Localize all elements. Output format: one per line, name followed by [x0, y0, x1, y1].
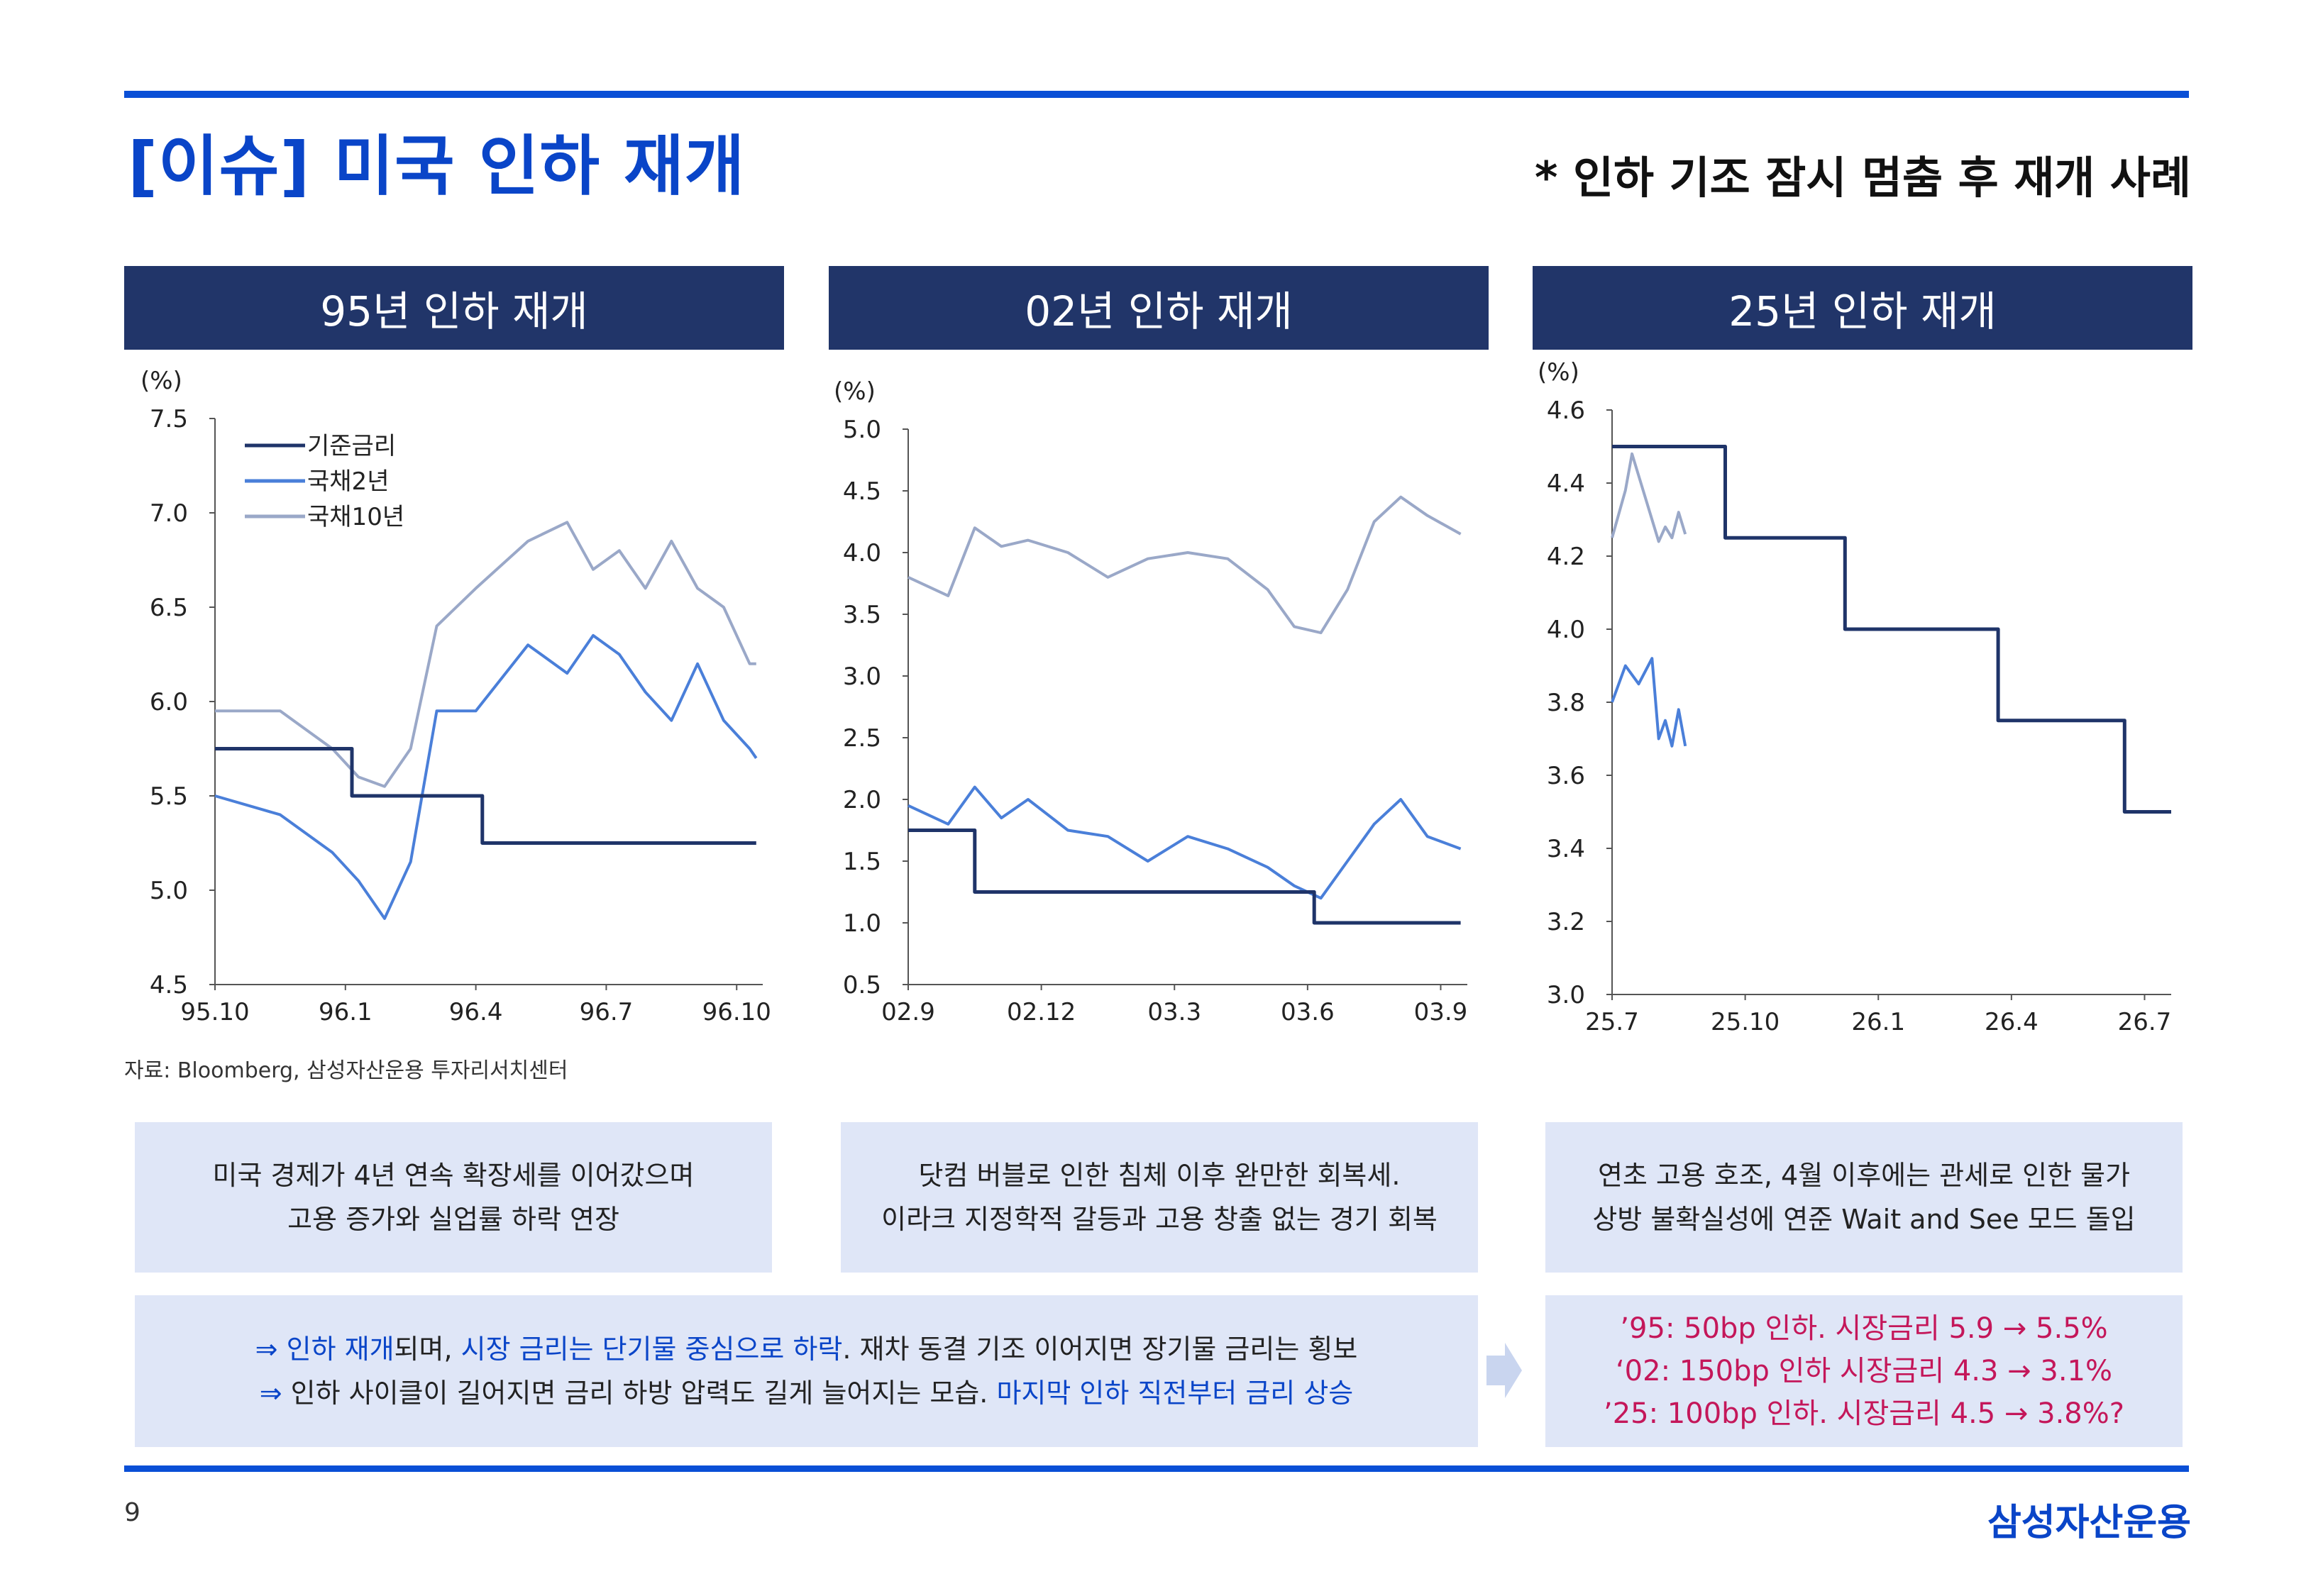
summary-line: ’95: 50bp 인하. 시장금리 5.9 → 5.5% — [1620, 1312, 2108, 1345]
highlight-text: 마지막 인하 직전부터 금리 상승 — [996, 1378, 1354, 1409]
x-tick-label: 02.9 — [881, 998, 935, 1026]
legend-label: 기준금리 — [307, 432, 396, 460]
plain-text: . 재차 동결 기조 이어지면 장기물 금리는 횡보 — [842, 1334, 1358, 1365]
x-tick-label: 03.9 — [1414, 998, 1468, 1026]
panel-heading-1995: 95년 인하 재개 — [124, 266, 784, 350]
y-tick-label: 1.5 — [843, 848, 881, 876]
conclusion-line-1: ⇒ 인하 재개되며, 시장 금리는 단기물 중심으로 하락. 재차 동결 기조 … — [255, 1327, 1358, 1371]
description-line: 이라크 지정학적 갈등과 고용 창출 없는 경기 회복 — [881, 1204, 1438, 1235]
y-tick-label: 6.0 — [150, 688, 188, 716]
x-tick-label: 95.10 — [180, 998, 249, 1026]
implication-arrow: ⇒ — [259, 1378, 282, 1409]
y-tick-label: 4.5 — [843, 477, 881, 506]
y-tick-label: 7.5 — [150, 405, 188, 433]
y-tick-label: 3.2 — [1547, 908, 1585, 936]
source-note: 자료: Bloomberg, 삼성자산운용 투자리서치센터 — [124, 1058, 568, 1083]
series-line-treasury-10y — [907, 495, 1462, 635]
series-line-policy-rate — [215, 747, 756, 845]
y-tick-label: 5.0 — [150, 877, 188, 905]
y-tick-label: 4.0 — [1547, 616, 1585, 644]
y-axis-unit-label: (%) — [834, 377, 876, 406]
highlight-text: 시장 금리는 단기물 중심으로 하락 — [460, 1334, 843, 1365]
y-tick-label: 5.5 — [150, 782, 188, 811]
series-line-policy-rate — [908, 829, 1461, 925]
y-tick-label: 2.5 — [843, 724, 881, 753]
y-tick-label: 4.4 — [1547, 470, 1585, 498]
series-line-policy-rate — [1612, 445, 2171, 814]
series-line-treasury-10y — [215, 521, 756, 788]
y-tick-label: 3.8 — [1547, 689, 1585, 717]
description-line: 미국 경제가 4년 연속 확장세를 이어갔으며 — [212, 1160, 695, 1191]
x-tick-label: 03.6 — [1281, 998, 1335, 1026]
y-tick-label: 3.6 — [1547, 762, 1585, 790]
description-line: 닷컴 버블로 인한 침체 이후 완만한 회복세. — [918, 1160, 1401, 1191]
y-axis-unit-label: (%) — [140, 367, 182, 395]
page-number: 9 — [124, 1498, 140, 1527]
brand-logo: 삼성자산운용 — [1987, 1502, 2191, 1544]
x-tick-label: 25.7 — [1585, 1008, 1639, 1036]
y-tick-label: 7.0 — [150, 499, 188, 528]
chart-1995: (%) 7.5 7.0 6.5 6.0 5.5 5.0 4.595.10 96.1 96.4 96.… — [140, 367, 771, 1026]
x-tick-label: 96.4 — [449, 998, 503, 1026]
description-box-2002: 닷컴 버블로 인한 침체 이후 완만한 회복세. 이라크 지정학적 갈등과 고용 … — [841, 1122, 1478, 1273]
right-arrow-icon — [1486, 1343, 1522, 1398]
y-tick-label: 3.4 — [1547, 835, 1585, 863]
x-tick-label: 02.12 — [1007, 998, 1076, 1026]
summary-line: ’25: 100bp 인하. 시장금리 4.5 → 3.8%? — [1603, 1397, 2124, 1430]
y-tick-label: 0.5 — [843, 971, 881, 999]
series-line-treasury-2y — [1611, 657, 1687, 748]
description-line: 연초 고용 호조, 4월 이후에는 관세로 인한 물가 — [1597, 1160, 2131, 1191]
series-line-treasury-2y — [907, 785, 1462, 900]
y-tick-label: 3.5 — [843, 601, 881, 629]
x-tick-label: 96.10 — [702, 998, 771, 1026]
panel-heading-2002: 02년 인하 재개 — [829, 266, 1489, 350]
x-tick-label: 26.4 — [1985, 1008, 2039, 1036]
chart-2002: (%) 5.0 4.5 4.0 3.5 3.0 2.5 2.0 1.5 1.0 0.502.9 02.… — [834, 377, 1468, 1026]
y-tick-label: 3.0 — [843, 663, 881, 691]
x-tick-label: 96.7 — [580, 998, 634, 1026]
summary-line: ‘02: 150bp 인하 시장금리 4.3 → 3.1% — [1615, 1355, 2113, 1387]
x-tick-label: 03.3 — [1147, 998, 1201, 1026]
bottom-rule — [124, 1465, 2189, 1472]
page-title: [이슈] 미국 인하 재개 — [128, 128, 746, 204]
y-tick-label: 4.2 — [1547, 543, 1585, 571]
x-tick-label: 26.7 — [2118, 1008, 2172, 1036]
legend-label: 국채2년 — [307, 467, 389, 496]
series-line-treasury-2y — [214, 633, 758, 920]
y-tick-label: 1.0 — [843, 909, 881, 938]
y-tick-label: 4.6 — [1547, 397, 1585, 425]
series-line-treasury-10y — [1611, 452, 1687, 543]
y-tick-label: 4.0 — [843, 539, 881, 567]
top-rule — [124, 91, 2189, 98]
legend-label: 국채10년 — [307, 503, 404, 531]
conclusion-box: ⇒ 인하 재개되며, 시장 금리는 단기물 중심으로 하락. 재차 동결 기조 … — [135, 1295, 1478, 1447]
page-subtitle: * 인하 기조 잠시 멈춤 후 재개 사례 — [1534, 152, 2191, 204]
x-tick-label: 26.1 — [1851, 1008, 1905, 1036]
plain-text: 되며, — [394, 1334, 461, 1365]
summary-box: ’95: 50bp 인하. 시장금리 5.9 → 5.5% ‘02: 150bp… — [1545, 1295, 2183, 1447]
y-tick-label: 4.5 — [150, 971, 188, 999]
y-tick-label: 2.0 — [843, 786, 881, 814]
implication-arrow: ⇒ — [255, 1334, 278, 1365]
conclusion-line-2: ⇒ 인하 사이클이 길어지면 금리 하방 압력도 길게 늘어지는 모습. 마지막… — [255, 1371, 1358, 1415]
y-axis-unit-label: (%) — [1538, 358, 1579, 387]
description-line: 상방 불확실성에 연준 Wait and See 모드 돌입 — [1592, 1204, 2136, 1235]
panel-heading-2025: 25년 인하 재개 — [1533, 266, 2192, 350]
x-tick-label: 96.1 — [319, 998, 373, 1026]
description-line: 고용 증가와 실업률 하락 연장 — [287, 1204, 619, 1235]
highlight-text: 인하 재개 — [286, 1334, 395, 1365]
plain-text: 인하 사이클이 길어지면 금리 하방 압력도 길게 늘어지는 모습. — [290, 1378, 997, 1409]
y-tick-label: 6.5 — [150, 594, 188, 622]
x-tick-label: 25.10 — [1711, 1008, 1780, 1036]
y-tick-label: 3.0 — [1547, 981, 1585, 1009]
y-tick-label: 5.0 — [843, 416, 881, 444]
chart-2025: (%) 4.6 4.4 4.2 4.0 3.8 3.6 3.4 3.2 3.025.7 25.10 2… — [1538, 358, 2172, 1036]
